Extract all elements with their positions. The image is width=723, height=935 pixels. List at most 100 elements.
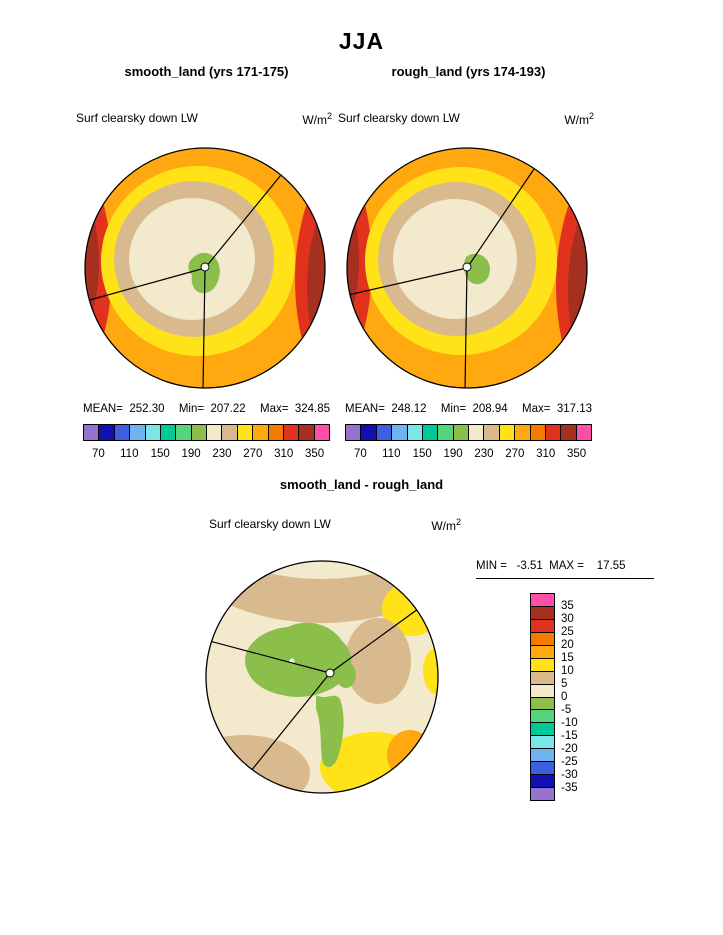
colorbar-tick-label: 10 [561, 665, 574, 677]
field-row-right: Surf clearsky down LW W/m2 [338, 111, 594, 127]
colorbar-rough-land [345, 424, 592, 441]
colorbar-segment [346, 425, 362, 440]
colorbar-segment [531, 594, 554, 607]
stat-mean: MEAN= 252.30 [83, 403, 165, 415]
colorbar-segment [453, 425, 469, 440]
stat-mean: MEAN= 248.12 [345, 403, 427, 415]
colorbar-segment [99, 425, 115, 440]
colorbar-tick-label: 190 [443, 448, 463, 460]
colorbar-labels-difference: 35 30 25 20 15 10 5 0 -5 -10 -15 -20 -25 -30 -35 [561, 593, 595, 801]
colorbar-segment [114, 425, 131, 440]
colorbar-tick-label: 230 [212, 448, 232, 460]
colorbar-tick-label: -20 [561, 743, 578, 755]
colorbar-tick-label: -5 [561, 704, 572, 716]
colorbar-segment [361, 425, 377, 440]
colorbar-segment [222, 425, 238, 440]
colorbar-tick-label: 350 [304, 448, 325, 460]
colorbar-segment [314, 425, 329, 440]
colorbar-tick-label: 230 [474, 448, 494, 460]
colorbar-tick-label: 310 [274, 448, 294, 460]
stats-row-smooth-land: MEAN= 252.30 Min= 207.22 Max= 324.85 [83, 403, 330, 415]
colorbar-tick-label: 310 [536, 448, 556, 460]
colorbar-segment [499, 425, 516, 440]
colorbar-tick-label: 30 [561, 613, 574, 625]
colorbar-segment [207, 425, 223, 440]
field-row-left: Surf clearsky down LW W/m2 [76, 111, 332, 127]
stat-max: Max= 324.85 [259, 403, 330, 415]
colorbar-tick-label: 70 [354, 448, 367, 460]
colorbar-tick-label: -25 [561, 756, 578, 768]
field-row-difference: Surf clearsky down LW W/m2 [209, 517, 461, 533]
colorbar-segment [531, 710, 554, 724]
colorbar-segment [561, 425, 577, 440]
difference-title: smooth_land - rough_land [279, 477, 444, 492]
panel-subtitle-smooth-land: smooth_land (yrs 171-175) [124, 64, 289, 79]
colorbar-tick-label: 35 [561, 600, 574, 612]
field-label: Surf clearsky down LW [338, 111, 460, 125]
difference-minmax: MIN = -3.51 MAX = 17.55 [476, 560, 654, 579]
colorbar-segment [531, 788, 554, 800]
colorbar-segment [531, 606, 554, 620]
colorbar-segment [484, 425, 500, 440]
units-label: W/m2 [302, 111, 332, 127]
colorbar-segment [438, 425, 454, 440]
map-smooth-land [84, 147, 326, 389]
colorbar-segment [531, 658, 554, 672]
season-title: JJA [338, 28, 385, 54]
colorbar-segment [531, 645, 554, 659]
colorbar-segment [422, 425, 439, 440]
colorbar-segment [531, 749, 554, 763]
colorbar-tick-label: 190 [181, 448, 201, 460]
colorbar-segment [130, 425, 146, 440]
colorbar-segment [515, 425, 531, 440]
stat-min: Min= 207.22 [178, 403, 246, 415]
colorbar-segment [530, 425, 546, 440]
stats-row-rough-land: MEAN= 248.12 Min= 208.94 Max= 317.13 [345, 403, 592, 415]
colorbar-segment [268, 425, 284, 440]
colorbar-tick-label: 5 [561, 678, 568, 690]
units-label: W/m2 [564, 111, 594, 127]
map-difference [205, 560, 439, 794]
pole-marker [325, 668, 335, 678]
colorbar-tick-label: -35 [561, 782, 578, 794]
colorbar-segment [392, 425, 408, 440]
colorbar-segment [576, 425, 591, 440]
colorbar-tick-label: 110 [120, 448, 139, 460]
colorbar-tick-label: -10 [561, 717, 578, 729]
stat-max: Max= 317.13 [521, 403, 592, 415]
colorbar-tick-label: 270 [505, 448, 525, 460]
pole-marker [462, 262, 472, 272]
colorbar-smooth-land [83, 424, 330, 441]
colorbar-tick-label: 270 [243, 448, 263, 460]
colorbar-difference [530, 593, 555, 801]
colorbar-segment [531, 697, 554, 711]
colorbar-segment [531, 775, 554, 789]
colorbar-tick-label: 25 [561, 626, 574, 638]
pole-marker [200, 262, 210, 272]
colorbar-segment [531, 684, 554, 698]
colorbar-ticks-smooth-land: 70 110 150 190 230 270 310 350 [83, 448, 330, 462]
colorbar-segment [160, 425, 177, 440]
colorbar-segment [145, 425, 161, 440]
colorbar-segment [531, 723, 554, 737]
colorbar-tick-label: 110 [382, 448, 401, 460]
colorbar-segment [376, 425, 393, 440]
colorbar-tick-label: 70 [92, 448, 105, 460]
colorbar-segment [191, 425, 207, 440]
colorbar-tick-label: 15 [561, 652, 574, 664]
colorbar-segment [531, 762, 554, 776]
colorbar-ticks-rough-land: 70 110 150 190 230 270 310 350 [345, 448, 592, 462]
panel-subtitle-rough-land: rough_land (yrs 174-193) [391, 64, 546, 79]
units-label: W/m2 [431, 517, 461, 533]
colorbar-segment [84, 425, 100, 440]
colorbar-segment [531, 632, 554, 646]
colorbar-segment [531, 671, 554, 685]
colorbar-segment [176, 425, 192, 440]
colorbar-segment [253, 425, 269, 440]
colorbar-segment [407, 425, 423, 440]
colorbar-segment [531, 619, 554, 633]
colorbar-tick-label: 150 [150, 448, 170, 460]
colorbar-tick-label: -15 [561, 730, 578, 742]
field-label: Surf clearsky down LW [209, 517, 331, 531]
